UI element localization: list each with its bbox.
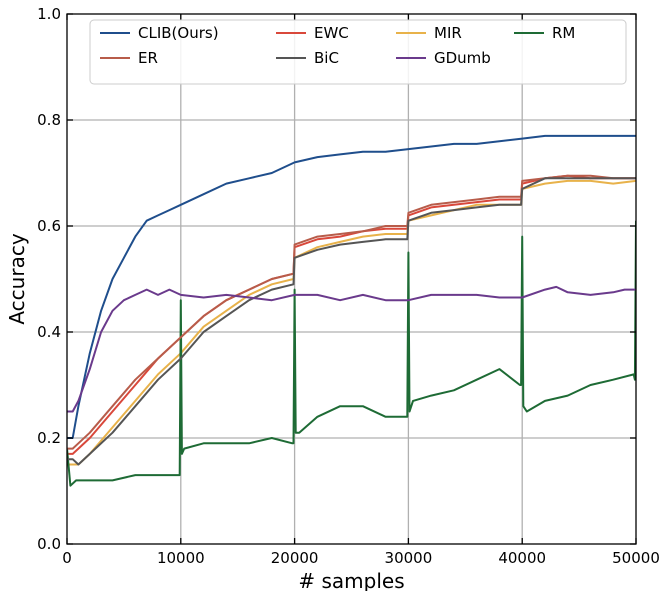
series-line-clib-ours [67, 134, 636, 439]
legend-item-mir: MIR [396, 24, 462, 42]
y-tick-label: 0.6 [37, 217, 61, 235]
x-tick-label: 50000 [612, 549, 660, 567]
x-tick-label: 0 [62, 549, 72, 567]
series-line-gdumb [67, 285, 636, 413]
series-lines [67, 134, 636, 487]
x-tick-label: 10000 [157, 549, 205, 567]
series-line-er [67, 174, 636, 450]
legend-item-er: ER [100, 49, 158, 67]
y-tick-label: 0.4 [37, 323, 61, 341]
legend-item-rm: RM [514, 24, 575, 42]
y-tick-label: 0.2 [37, 429, 61, 447]
plot-frame [66, 13, 637, 545]
ticks: 0 10000 20000 30000 40000 50000 0.0 0.2 0.4 0.6 0.… [37, 5, 660, 567]
x-tick-label: 30000 [385, 549, 433, 567]
series-line-bic [67, 177, 636, 466]
series-line-mir [67, 179, 636, 466]
legend-item-clib-ours: CLIB(Ours) [100, 24, 219, 42]
axes [66, 13, 637, 545]
legend-label: ER [138, 49, 158, 67]
x-tick-label: 20000 [271, 549, 319, 567]
y-tick-label: 1.0 [37, 5, 61, 23]
series-line-rm [67, 220, 636, 487]
grid [67, 14, 636, 544]
legend-label: CLIB(Ours) [138, 24, 219, 42]
legend-label: GDumb [434, 49, 491, 67]
x-tick-label: 40000 [498, 549, 546, 567]
legend-item-bic: BiC [276, 49, 339, 67]
legend-label: EWC [314, 24, 349, 42]
legend-box [89, 19, 627, 85]
legend-label: BiC [314, 49, 339, 67]
y-tick-label: 0.8 [37, 111, 61, 129]
y-tick-label: 0.0 [37, 535, 61, 553]
y-axis-label: Accuracy [5, 233, 29, 324]
legend: CLIB(Ours) EWC MIR RM ER BiC GDumb [89, 19, 627, 85]
legend-item-gdumb: GDumb [396, 49, 491, 67]
x-axis-label: # samples [298, 569, 404, 591]
legend-item-ewc: EWC [276, 24, 349, 42]
legend-label: RM [552, 24, 575, 42]
legend-label: MIR [434, 24, 462, 42]
